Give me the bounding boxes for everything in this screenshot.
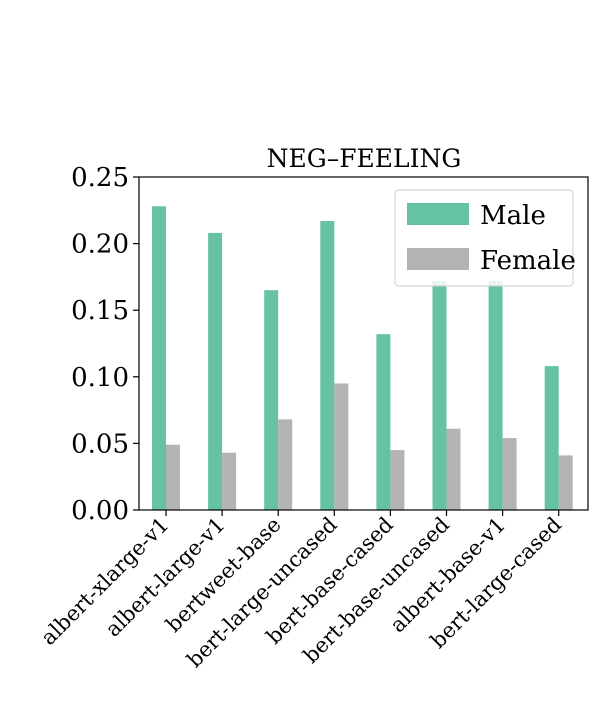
bar-female-albert-xlarge-v1 (166, 444, 180, 510)
bar-male-bert-base-uncased (432, 280, 447, 510)
bar-female-bert-large-uncased (334, 383, 349, 510)
bar-female-albert-large-v1 (222, 452, 237, 510)
bar-male-bert-large-uncased (320, 221, 335, 510)
bar-female-bertweet-base (278, 419, 293, 510)
bar-female-bert-base-uncased (446, 428, 461, 510)
bar-male-bert-base-cased (376, 334, 391, 510)
bar-male-albert-base-v1 (488, 280, 503, 510)
bars-group (152, 206, 573, 511)
bar-female-albert-base-v1 (502, 438, 517, 510)
y-axis: 0.00 0.05 0.10 0.15 0.20 0.25 (71, 163, 139, 526)
bar-female-bert-large-cased (558, 455, 573, 510)
legend-label-male: Male (480, 201, 546, 231)
y-tick-label: 0.20 (71, 230, 129, 260)
bar-male-bert-large-cased (544, 366, 559, 510)
bar-female-bert-base-cased (390, 450, 405, 510)
y-tick-label: 0.10 (71, 363, 129, 393)
bar-male-bertweet-base (264, 290, 279, 510)
chart-title: NEG–FEELING (267, 144, 462, 173)
legend: Male Female (394, 189, 576, 287)
legend-swatch-female (407, 248, 469, 270)
x-axis: albert-xlarge-v1albert-large-v1bertweet-… (36, 510, 566, 672)
y-tick-label: 0.25 (71, 163, 129, 193)
plot-frame (138, 176, 589, 511)
bar-male-albert-large-v1 (208, 232, 223, 510)
legend-swatch-male (407, 203, 469, 225)
y-tick-label: 0.05 (71, 429, 129, 459)
bar-male-albert-xlarge-v1 (152, 206, 166, 511)
y-tick-label: 0.00 (71, 496, 129, 526)
y-tick-label: 0.15 (71, 296, 129, 326)
legend-label-female: Female (480, 246, 576, 276)
